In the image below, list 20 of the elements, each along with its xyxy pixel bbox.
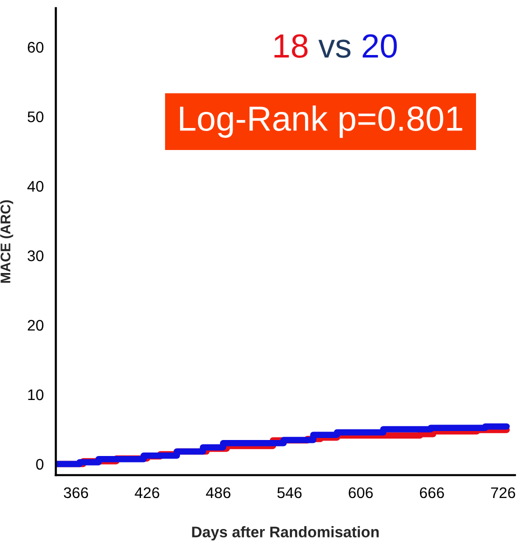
x-axis-title: Days after Randomisation: [192, 526, 379, 540]
y-axis-title: MACE (ARC): [0, 200, 14, 283]
y-tick-label: 60: [28, 42, 44, 53]
x-tick-label: 666: [420, 487, 444, 498]
y-tick-label: 10: [28, 389, 44, 400]
y-tick-label: 20: [28, 320, 44, 331]
text: 18: [274, 34, 308, 58]
x-tick-label: 426: [134, 487, 160, 498]
x-tick-label: 486: [206, 487, 230, 498]
x-tick-label: 366: [64, 487, 88, 498]
y-tick-label: 50: [28, 111, 44, 122]
text: 20: [362, 34, 397, 58]
y-tick-label: 30: [28, 250, 44, 262]
x-tick-label: 606: [348, 487, 373, 498]
y-tick-label: 40: [27, 180, 44, 192]
annotation: vs: [318, 40, 350, 58]
x-tick-label: 546: [277, 487, 302, 498]
annotation: Log-Rank p=0.801: [180, 105, 462, 138]
x-tick-label: 726: [491, 487, 516, 498]
y-tick-label: 0: [36, 458, 44, 470]
